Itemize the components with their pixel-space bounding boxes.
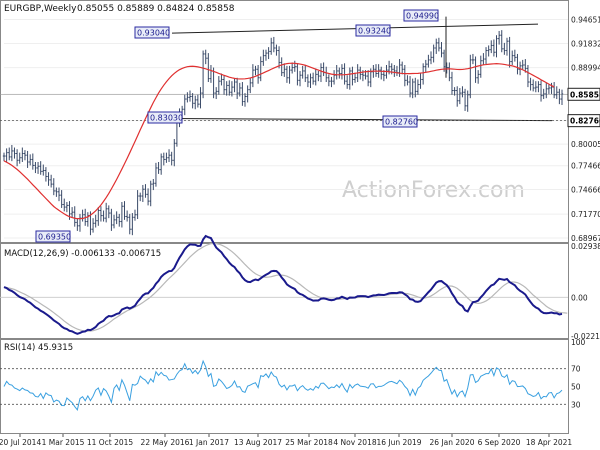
rsi-tick-label: 100 xyxy=(571,338,586,347)
x-tick-label: 6 Sep 2020 xyxy=(478,438,521,447)
price-tick-label: 0.94651 xyxy=(571,15,600,24)
x-tick-label: 26 Jan 2020 xyxy=(430,438,475,447)
current-price-badge-label: 0.85858 xyxy=(570,90,600,99)
macd-tick-label: 0.029387 xyxy=(571,242,600,251)
price-tick-label: 0.68967 xyxy=(571,234,600,243)
watermark-text: ActionForex.com xyxy=(342,178,525,203)
annotation-box xyxy=(403,9,439,22)
macd-title: MACD(12,26,9) -0.006133 -0.006715 xyxy=(4,249,161,259)
price-tick-label: 0.91832 xyxy=(571,39,600,48)
current-price-badge-box xyxy=(567,87,600,101)
price-ohlc-bars xyxy=(2,30,564,236)
price-tick-label: 0.74666 xyxy=(571,186,600,195)
x-tick-label: 4 Nov 2018 xyxy=(333,438,376,447)
x-tick-label: 22 May 2016 xyxy=(141,438,190,447)
annotation-box xyxy=(35,230,71,243)
price-tick-label: 0.88994 xyxy=(571,64,600,73)
rsi-axis: 100 70 50 30 xyxy=(571,338,586,409)
macd-layer xyxy=(0,234,568,335)
x-tick-label: 25 Mar 2018 xyxy=(285,438,333,447)
rsi-tick-label: 50 xyxy=(571,383,581,392)
chart-symbol-label: EURGBP,Weekly xyxy=(4,4,77,14)
chart-ohlc-readout: 0.85055 0.85889 0.84824 0.85858 xyxy=(77,4,235,14)
rsi-panel-frame xyxy=(0,339,569,434)
price-axis: 0.94651 0.91832 0.88994 0.85858 0.82760 0.800… xyxy=(567,15,600,243)
x-tick-label: 11 Oct 2015 xyxy=(87,438,134,447)
x-tick-label: 1 Jan 2017 xyxy=(189,438,229,447)
x-tick-label: 20 Jul 2014 xyxy=(0,438,41,447)
rsi-tick-label: 70 xyxy=(571,365,581,374)
annotation-label: 0.69350 xyxy=(38,233,71,242)
rsi-line xyxy=(3,359,563,411)
x-tick-label: 16 Jun 2019 xyxy=(376,438,421,447)
price-tick-label: 0.71770 xyxy=(571,210,600,219)
macd-tick-label: 0.00 xyxy=(571,293,588,302)
rsi-layer xyxy=(0,359,568,411)
price-gridlines xyxy=(4,18,568,239)
rsi-tick-label: 30 xyxy=(571,400,581,409)
annotation-label: 0.83030 xyxy=(150,114,183,123)
rsi-title: RSI(14) 45.9315 xyxy=(4,343,73,353)
price-tick-label: 0.80005 xyxy=(571,140,600,149)
support-badge-label: 0.82760 xyxy=(570,117,600,126)
annotation-label: 0.94990 xyxy=(406,12,439,21)
x-tick-label: 13 Aug 2017 xyxy=(234,438,282,447)
resistance-trendline xyxy=(171,23,539,34)
annotation-box xyxy=(382,115,418,128)
price-annotations: 0.69350 0.83030 0.93040 0.93240 0.94990 0.827… xyxy=(35,9,439,243)
sma-line xyxy=(3,62,555,220)
annotation-box xyxy=(147,111,183,124)
price-panel-frame xyxy=(0,0,569,243)
annotation-box xyxy=(355,24,391,37)
annotation-label: 0.93040 xyxy=(137,29,170,38)
annotation-box xyxy=(134,26,170,39)
annotation-label: 0.82760 xyxy=(385,118,418,127)
price-level-lines xyxy=(0,16,568,122)
x-tick-label: 1 Mar 2015 xyxy=(42,438,85,447)
macd-panel-frame xyxy=(0,243,569,339)
support-badge-box xyxy=(567,114,600,128)
macd-main-line xyxy=(3,234,563,335)
x-tick-label: 18 Apr 2021 xyxy=(526,438,573,447)
macd-tick-label: -0.022161 xyxy=(571,332,600,341)
x-axis: 20 Jul 2014 1 Mar 2015 11 Oct 2015 22 May 2… xyxy=(0,434,572,447)
annotation-label: 0.93240 xyxy=(358,27,391,36)
macd-axis: 0.029387 0.00 -0.022161 xyxy=(571,242,600,341)
price-tick-label: 0.77466 xyxy=(571,162,600,171)
price-sma-layer xyxy=(3,62,555,220)
